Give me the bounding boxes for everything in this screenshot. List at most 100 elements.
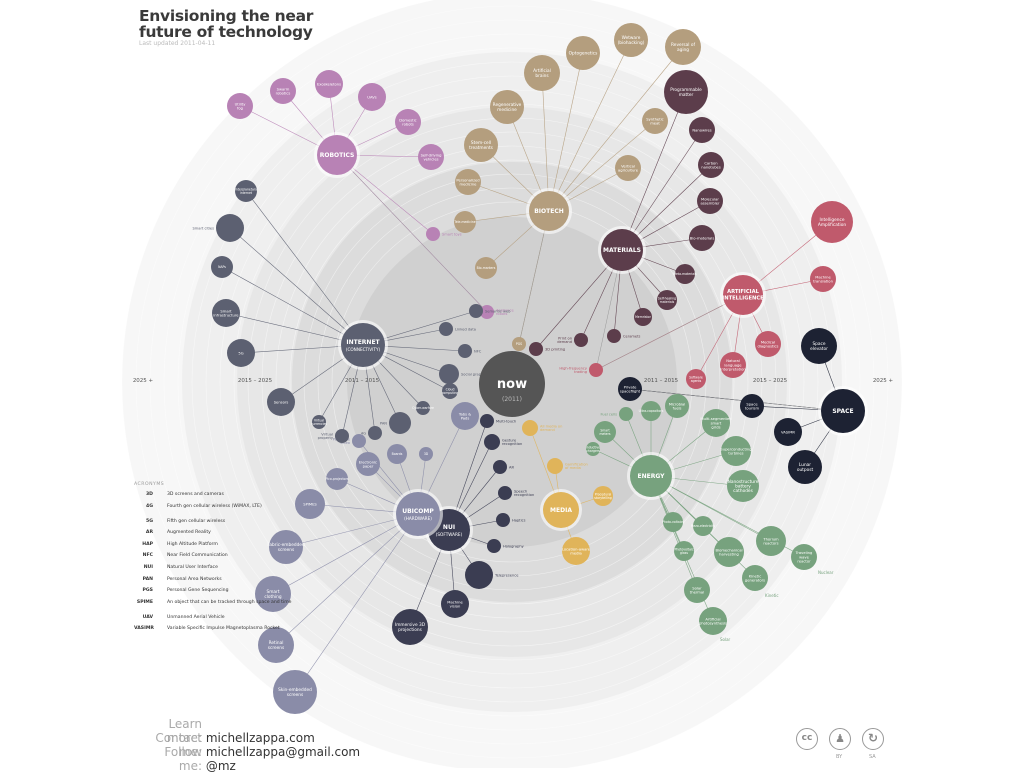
- tech-node[interactable]: Semantic web: [469, 304, 511, 318]
- tech-node[interactable]: Smart infrastructure: [212, 299, 240, 327]
- tech-node[interactable]: Holography: [487, 539, 525, 553]
- tech-node[interactable]: Appliance robots: [480, 305, 514, 319]
- tech-node[interactable]: Synthetic meat: [642, 108, 668, 134]
- tech-node[interactable]: Cloud computing: [442, 383, 459, 399]
- tech-node[interactable]: UAVs: [358, 83, 386, 111]
- attribution-icon[interactable]: ♟: [829, 728, 851, 750]
- tech-node[interactable]: Fabric-embedded screens: [267, 530, 305, 564]
- tech-node[interactable]: Linked data: [439, 322, 476, 336]
- email-link[interactable]: michellzappa@gmail.com: [205, 745, 361, 759]
- tech-node[interactable]: Traveling wave reactor: [791, 544, 817, 570]
- tech-node[interactable]: Smart toys: [426, 227, 462, 241]
- tech-node[interactable]: Personalized medicine: [455, 169, 481, 195]
- tech-node[interactable]: Swarm robotics: [270, 78, 296, 104]
- tech-node[interactable]: AR: [493, 460, 514, 474]
- tech-node[interactable]: Sensors: [267, 388, 295, 416]
- hub-ai[interactable]: ARTIFICIAL INTELLIGENCE: [720, 272, 766, 318]
- tech-node[interactable]: Piezo-electricity: [691, 516, 716, 536]
- tech-node[interactable]: 5G: [227, 339, 255, 367]
- tech-node[interactable]: 3D printing: [529, 342, 565, 356]
- hub-space[interactable]: SPACE: [818, 386, 868, 436]
- tech-node[interactable]: Tabs & Pads: [451, 402, 479, 430]
- tech-node[interactable]: Procedural storytelling: [593, 486, 613, 506]
- website-link[interactable]: michellzappa.com: [205, 731, 315, 745]
- tech-node[interactable]: Software agents: [686, 369, 706, 389]
- tech-node[interactable]: Smart cities: [193, 214, 244, 242]
- tech-node[interactable]: High-frequency trading: [559, 363, 603, 377]
- tech-node[interactable]: Stem-cell treatments: [464, 128, 498, 162]
- tech-node[interactable]: Superconducting turbines: [720, 436, 752, 466]
- tech-node[interactable]: Telepresence: [465, 561, 519, 589]
- hub-ubicomp[interactable]: UBICOMP(HARDWARE): [393, 489, 443, 539]
- tech-node[interactable]: Private spaceflight: [618, 377, 642, 401]
- tech-node[interactable]: Social graph: [439, 364, 483, 384]
- tech-node[interactable]: PGS: [512, 337, 526, 351]
- tech-node[interactable]: Regenerative medicine: [490, 90, 524, 124]
- hub-robotics[interactable]: ROBOTICS: [314, 132, 360, 178]
- tech-node[interactable]: Optogenetics: [566, 36, 600, 70]
- tech-node[interactable]: Ultra-capacitors: [639, 401, 664, 421]
- tech-node[interactable]: Self-driving vehicles: [418, 144, 444, 170]
- tech-node[interactable]: Nanowires: [689, 117, 715, 143]
- tech-node[interactable]: Bio-materials: [689, 225, 715, 251]
- tech-node[interactable]: VASIMR: [774, 418, 802, 446]
- tech-node[interactable]: Bio-markers: [475, 257, 497, 279]
- tech-node[interactable]: Domestic robots: [395, 109, 421, 135]
- tech-node[interactable]: Programmable matter: [664, 70, 708, 114]
- tech-node[interactable]: Wetware (biohacking): [614, 23, 648, 57]
- tech-node[interactable]: Medical diagnostics: [755, 331, 781, 357]
- tech-node[interactable]: Speech recognition: [498, 486, 534, 500]
- tech-node[interactable]: Space elevator: [801, 328, 837, 364]
- tech-node[interactable]: Artificial photosynthesis: [699, 607, 727, 635]
- tech-node[interactable]: Location-aware media: [562, 537, 591, 565]
- tech-node[interactable]: Utility fog: [227, 93, 253, 119]
- tech-node[interactable]: Space tourism: [740, 394, 764, 418]
- tech-node[interactable]: Pico-projectors: [326, 468, 349, 490]
- tech-node[interactable]: Skin-embedded screens: [273, 670, 317, 714]
- tech-node[interactable]: Ceramets: [607, 329, 641, 343]
- tech-node[interactable]: Meta-materials: [673, 264, 697, 284]
- tech-node[interactable]: Reversal of aging: [665, 29, 701, 65]
- hub-internet[interactable]: INTERNET(CONNECTIVITY): [338, 320, 388, 370]
- tech-node[interactable]: Solar thermal: [684, 577, 710, 603]
- tech-node[interactable]: Artificial brains: [524, 55, 560, 91]
- tech-node[interactable]: Intelligence Amplification: [811, 201, 853, 243]
- tech-node[interactable]: Smart meters: [594, 421, 616, 443]
- tech-node[interactable]: PAN: [380, 412, 411, 434]
- tech-node[interactable]: Molecular assembler: [697, 188, 723, 214]
- tech-node[interactable]: Vertical agriculture: [615, 155, 641, 181]
- tech-node[interactable]: Virtual property: [318, 429, 349, 443]
- tech-node[interactable]: Natural language interpretation: [720, 352, 746, 378]
- tech-node[interactable]: Nanostructure battery cathodes: [727, 470, 759, 502]
- twitter-link[interactable]: @mz: [205, 759, 236, 773]
- tech-node[interactable]: Immersive 3D projections: [392, 609, 428, 645]
- hub-energy[interactable]: ENERGY: [627, 452, 675, 500]
- hub-materials[interactable]: MATERIALS: [598, 226, 646, 274]
- tech-node[interactable]: 3D: [419, 447, 433, 461]
- tech-node[interactable]: Carbon nanotubes: [698, 152, 724, 178]
- tech-node[interactable]: Photovoltaic glass: [674, 541, 694, 561]
- tech-node[interactable]: Retinal screens: [258, 627, 294, 663]
- hub-biotech[interactable]: BIOTECH: [526, 188, 572, 234]
- tech-node[interactable]: Exoskeletons: [315, 70, 343, 98]
- tech-node[interactable]: Boards: [387, 444, 407, 464]
- tech-node[interactable]: Machine translation: [810, 266, 836, 292]
- tech-node[interactable]: Fuel cells: [600, 407, 633, 421]
- tech-node[interactable]: Kinetic generators: [742, 565, 768, 591]
- tech-node[interactable]: Thorium reactors: [756, 526, 786, 556]
- tech-node[interactable]: Gesture recognition: [484, 434, 522, 450]
- tech-node[interactable]: Smart clothing: [255, 576, 291, 612]
- creative-commons-icon[interactable]: cc: [796, 728, 818, 750]
- tech-node[interactable]: Multi-touch: [480, 414, 516, 428]
- tech-node[interactable]: Multi-segmented smart grids: [700, 409, 732, 437]
- tech-node[interactable]: 4G: [361, 426, 382, 440]
- tech-node[interactable]: Machine vision: [441, 590, 469, 618]
- tech-node[interactable]: Electronic paper: [356, 452, 380, 476]
- tech-node[interactable]: NAPs: [211, 256, 233, 278]
- tech-node[interactable]: Microbial fuels: [665, 394, 689, 418]
- tech-node[interactable]: Gamification of media: [547, 458, 588, 474]
- tech-node[interactable]: Biomechanical harvesting: [714, 537, 744, 567]
- tech-node[interactable]: Cyber-warfare: [412, 401, 434, 415]
- tech-node[interactable]: Photo-voltaics: [662, 512, 684, 532]
- tech-node[interactable]: Virtual currencies: [311, 415, 327, 429]
